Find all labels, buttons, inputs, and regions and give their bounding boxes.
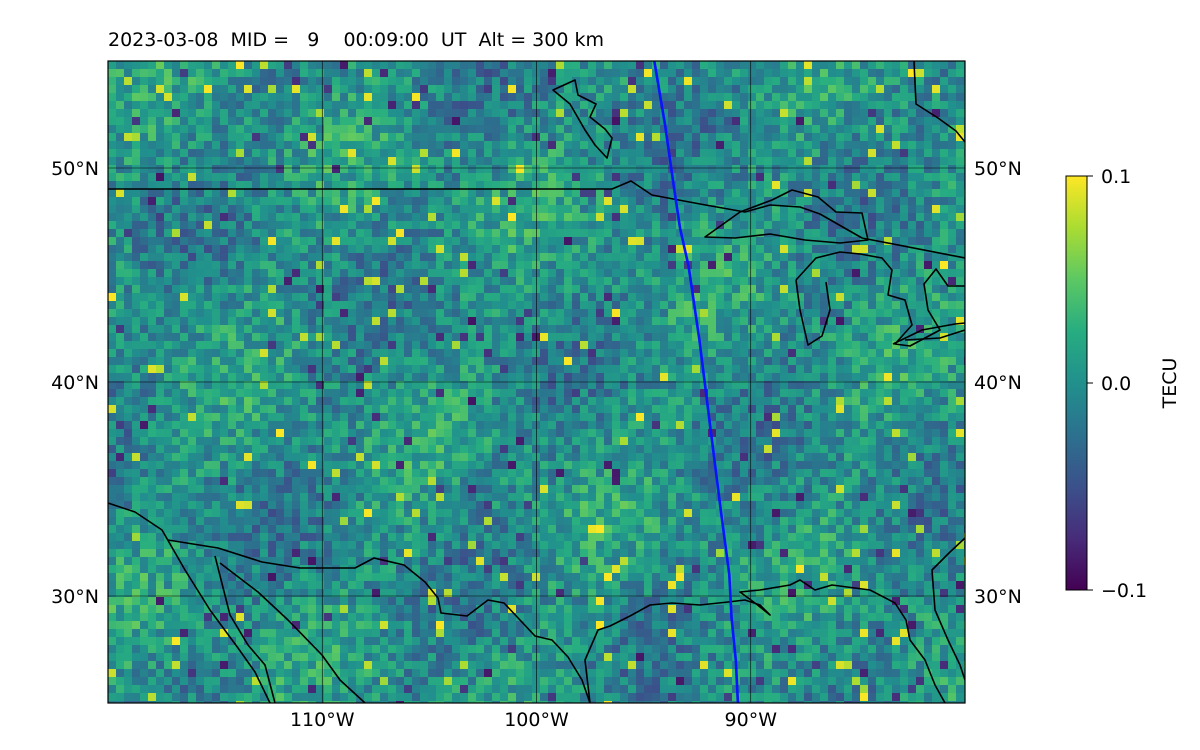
lat-tick-label-left: 30°N [51, 586, 99, 608]
lon-tick-label: 90°W [725, 709, 778, 731]
hudson-bay-coast [552, 79, 613, 159]
colorbar: 0.1 0.0 −0.1 TECU [1065, 166, 1181, 602]
tec-field [108, 61, 965, 703]
colorbar-tick-label: 0.1 [1101, 166, 1131, 188]
lat-tick-label-right: 30°N [974, 586, 1022, 608]
colorbar-label: TECU [1159, 358, 1181, 410]
baja-peninsula [214, 555, 366, 703]
map-title: 2023-03-08 MID = 9 00:09:00 UT Alt = 300… [108, 29, 604, 51]
colorbar-ticks: 0.1 0.0 −0.1 [1087, 166, 1147, 602]
pacific-coast [108, 502, 271, 703]
lat-tick-label-right: 50°N [974, 158, 1022, 180]
us-canada-border [108, 180, 965, 259]
lat-tick-label-left: 50°N [51, 158, 99, 180]
lake-erie-ontario [892, 322, 965, 345]
florida-atlantic-coast [931, 537, 965, 681]
lake-superior [704, 189, 869, 244]
colorbar-gradient [1065, 175, 1088, 591]
lon-tick-label: 110°W [290, 709, 355, 731]
lon-tick-label: 100°W [504, 709, 569, 731]
satellite-track-line [653, 61, 740, 703]
colorbar-tick-label: 0.0 [1101, 373, 1131, 395]
gulf-coast [584, 579, 946, 703]
colorbar-tick-label: −0.1 [1101, 580, 1147, 602]
northeast-coast [913, 61, 965, 143]
lake-michigan-west-shore [795, 279, 831, 346]
map-frame [107, 60, 966, 704]
mexico-border [167, 539, 591, 703]
axis-ticks: 30°N 30°N 40°N 40°N 50°N 50°N 110°W 100°W 90°W [51, 158, 1022, 731]
graticule [108, 61, 965, 703]
lat-tick-label-left: 40°N [51, 372, 99, 394]
lake-michigan-huron [795, 251, 965, 347]
coastlines-and-borders [108, 61, 965, 703]
lat-tick-label-right: 40°N [974, 372, 1022, 394]
